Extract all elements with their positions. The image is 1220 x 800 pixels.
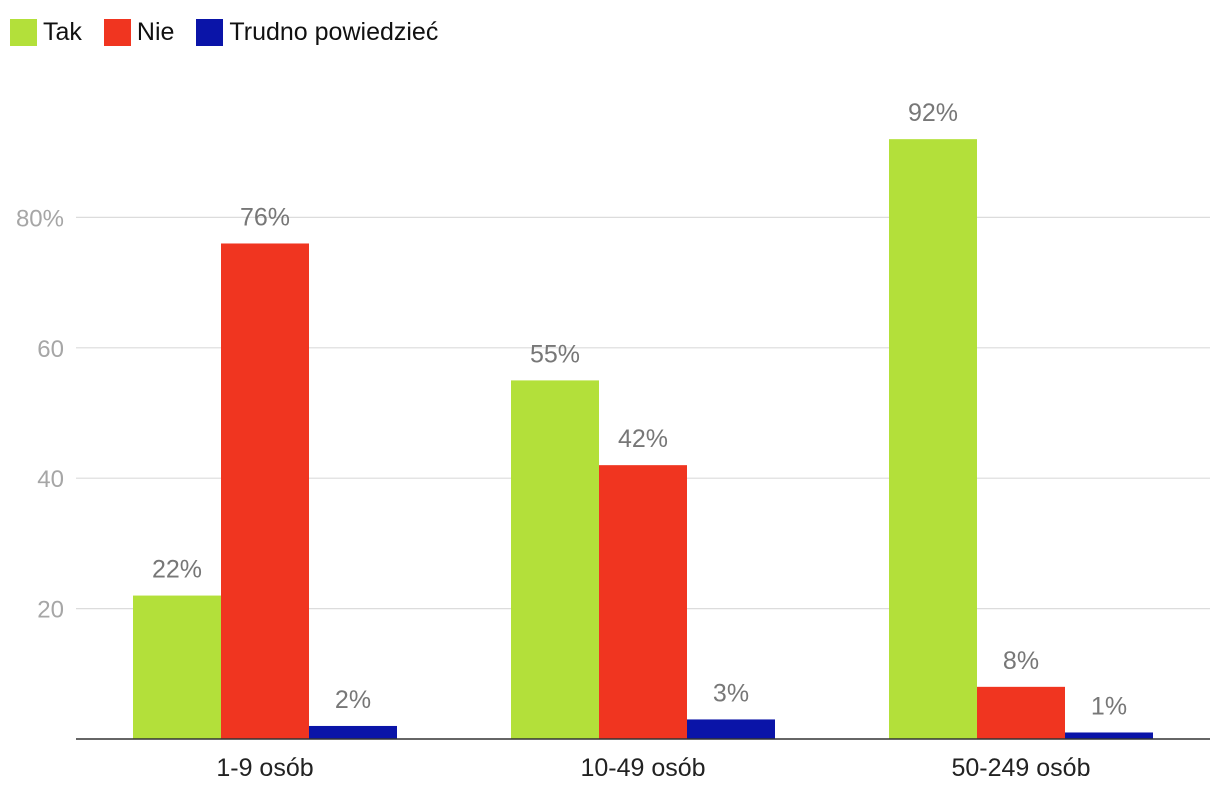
legend-swatch-nie: [103, 19, 131, 46]
data-label-tak-0: 22%: [152, 556, 202, 584]
y-tick-label-40: 40: [37, 466, 64, 493]
x-tick-label-2: 50-249 osób: [951, 754, 1090, 782]
bar-trudno-powiedzieć-2: [1065, 732, 1153, 739]
y-tick-label-20: 20: [37, 597, 64, 624]
legend-swatch-tak: [10, 19, 37, 46]
legend-label-trudno: Trudno powiedzieć: [229, 18, 439, 46]
legend-label-tak: Tak: [43, 18, 82, 46]
bar-tak-0: [133, 595, 221, 739]
data-label-trudno-powiedzieć-1: 3%: [713, 679, 749, 707]
bar-trudno-powiedzieć-0: [309, 725, 397, 739]
y-tick-label-60: 60: [37, 336, 64, 363]
data-label-nie-2: 8%: [1003, 647, 1039, 675]
x-tick-label-0: 1-9 osób: [216, 754, 313, 782]
legend-swatch-trudno: [196, 19, 224, 46]
data-label-trudno-powiedzieć-2: 1%: [1091, 692, 1127, 720]
bar-nie-2: [977, 686, 1065, 739]
legend: Tak Nie Trudno powiedzieć: [10, 18, 460, 47]
x-tick-label-1: 10-49 osób: [580, 754, 705, 782]
data-label-tak-1: 55%: [530, 340, 580, 368]
data-label-trudno-powiedzieć-0: 2%: [335, 686, 371, 714]
bar-tak-1: [511, 380, 599, 739]
bar-nie-0: [221, 243, 309, 740]
bar-tak-2: [889, 139, 977, 739]
bar-nie-1: [599, 465, 687, 739]
bar-trudno-powiedzieć-1: [687, 719, 775, 739]
legend-item-trudno[interactable]: Trudno powiedzieć: [196, 18, 438, 47]
legend-item-nie[interactable]: Nie: [103, 18, 175, 47]
data-label-nie-1: 42%: [618, 425, 668, 453]
y-tick-label-80: 80%: [16, 205, 64, 232]
data-label-tak-2: 92%: [908, 99, 958, 127]
data-label-nie-0: 76%: [240, 203, 290, 231]
legend-item-tak[interactable]: Tak: [10, 18, 82, 47]
legend-label-nie: Nie: [136, 18, 175, 46]
